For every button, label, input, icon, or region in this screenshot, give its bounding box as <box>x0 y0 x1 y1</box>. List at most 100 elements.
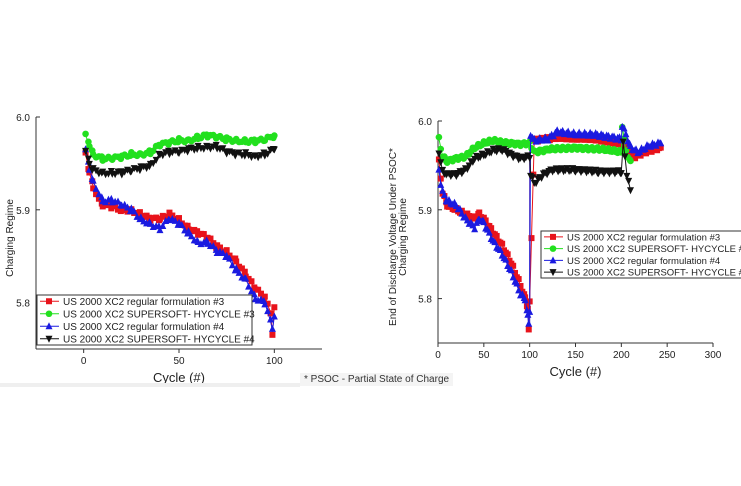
data-point <box>114 197 122 205</box>
data-point <box>82 130 89 138</box>
x-tick-label: 150 <box>567 350 584 361</box>
legend-marker <box>45 310 53 318</box>
data-point <box>248 278 255 285</box>
data-point <box>440 191 448 199</box>
data-point <box>200 231 207 238</box>
y-tick-label: 6.0 <box>418 117 432 128</box>
data-point <box>90 185 97 192</box>
data-point <box>212 141 220 149</box>
data-point <box>657 144 664 151</box>
data-point <box>156 226 164 234</box>
data-point <box>622 130 630 138</box>
chart-2: 5.8 5.9 6.0 0 50 100 150 200 250 300 Cycle (#) End … <box>388 117 741 379</box>
data-point <box>241 268 248 275</box>
data-point <box>437 180 445 188</box>
data-point <box>271 304 278 311</box>
data-point <box>550 132 557 140</box>
legend-label: US 2000 XC2 regular formulation #4 <box>63 322 225 333</box>
data-point <box>476 209 483 216</box>
x-tick-label: 200 <box>613 350 630 361</box>
data-point <box>512 269 518 276</box>
data-point <box>473 215 480 222</box>
data-point <box>499 240 506 247</box>
data-point <box>526 155 534 163</box>
data-point <box>245 151 253 159</box>
data-point <box>117 208 124 215</box>
data-point <box>216 244 223 251</box>
legend-label: US 2000 XC2 SUPERSOFT- HYCYCLE #3 <box>63 309 255 320</box>
data-point <box>242 274 250 282</box>
y-tick-label: 5.9 <box>418 206 432 217</box>
data-point <box>85 160 93 168</box>
data-point <box>627 157 634 165</box>
data-point <box>226 254 234 262</box>
data-point <box>627 187 634 195</box>
data-point <box>233 258 240 265</box>
data-point <box>268 324 276 332</box>
legend-marker <box>45 335 53 343</box>
data-point <box>437 159 445 167</box>
data-point <box>95 195 102 202</box>
legend-label: US 2000 XC2 regular formulation #3 <box>567 232 720 243</box>
y-axis-label: End of Discharge Voltage Under PSOC* <box>388 148 399 326</box>
x-tick-label: 50 <box>173 356 185 367</box>
data-point <box>632 155 639 162</box>
footnote: * PSOC - Partial State of Charge <box>300 373 454 386</box>
data-point <box>194 228 201 235</box>
x-tick-label: 0 <box>81 356 87 367</box>
data-point <box>207 235 214 242</box>
legend-label: US 2000 XC2 SUPERSOFT- HYCYCLE #4 <box>63 334 255 345</box>
data-point <box>152 156 160 164</box>
data-point <box>528 235 535 242</box>
data-point <box>439 166 447 174</box>
data-point <box>521 296 529 304</box>
data-point <box>528 174 536 182</box>
legend-marker <box>549 245 557 252</box>
data-point <box>513 152 521 160</box>
data-point <box>93 191 100 198</box>
legend-marker <box>549 269 557 277</box>
legend-label: US 2000 XC2 regular formulation #4 <box>567 256 720 267</box>
data-point <box>171 216 179 224</box>
x-axis-label: Cycle (#) <box>549 364 601 379</box>
data-point <box>209 242 217 250</box>
data-point <box>149 160 157 168</box>
data-point <box>89 176 97 184</box>
data-point <box>187 232 195 240</box>
data-point <box>255 286 262 293</box>
data-point <box>485 228 493 236</box>
data-point <box>171 147 179 155</box>
data-point <box>223 247 230 254</box>
data-point <box>435 165 443 173</box>
data-point <box>250 290 258 298</box>
data-point <box>517 282 524 289</box>
data-point <box>620 124 628 132</box>
data-point <box>507 266 515 274</box>
data-point <box>184 222 191 229</box>
data-point <box>238 265 245 272</box>
data-point <box>82 147 90 155</box>
x-tick-label: 300 <box>705 350 722 361</box>
data-point <box>491 238 499 246</box>
data-point <box>630 151 637 158</box>
data-point <box>480 218 488 226</box>
data-point <box>526 307 534 315</box>
data-point <box>515 276 522 283</box>
data-point <box>641 145 649 153</box>
data-point <box>471 225 479 233</box>
data-point <box>270 312 278 320</box>
data-point <box>245 282 253 290</box>
data-point <box>200 238 208 246</box>
data-point <box>525 326 532 333</box>
data-point <box>488 225 495 232</box>
data-point <box>247 287 255 295</box>
data-point <box>264 307 272 315</box>
data-point <box>270 146 278 154</box>
data-point <box>437 175 444 182</box>
data-point <box>235 268 243 276</box>
legend-box <box>540 230 741 279</box>
data-point <box>493 232 500 239</box>
data-point <box>502 255 510 263</box>
x-tick-label: 100 <box>521 350 538 361</box>
